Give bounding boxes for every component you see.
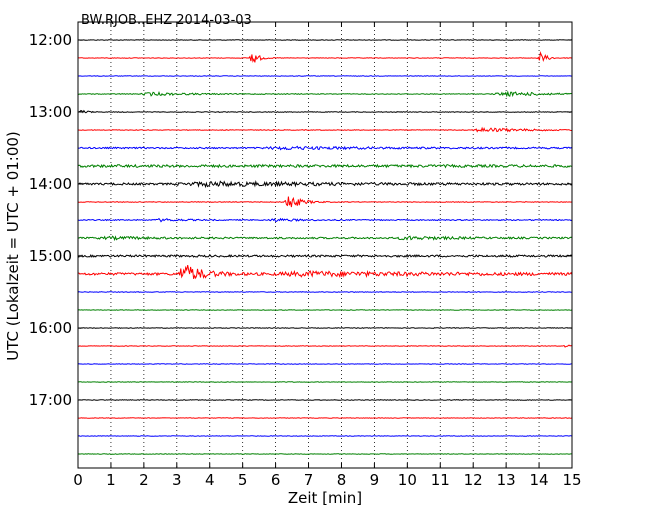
x-tick-label: 12 xyxy=(464,471,483,489)
y-tick-label: 12:00 xyxy=(29,31,72,49)
x-tick-label: 6 xyxy=(271,471,281,489)
trace-1400 xyxy=(77,179,573,189)
trace-1615 xyxy=(77,344,573,348)
trace-1300 xyxy=(77,109,573,114)
x-tick-label: 11 xyxy=(431,471,450,489)
trace-1315 xyxy=(77,126,572,133)
axis-ticks: 0 1 2 3 4 5 6 7 8 9 10 11 12 13 14 1512:0013:0014:0015:… xyxy=(29,22,582,489)
x-tick-label: 8 xyxy=(337,471,347,489)
trace-1330 xyxy=(77,145,573,151)
x-tick-label: 1 xyxy=(106,471,116,489)
x-tick-label: 14 xyxy=(530,471,549,489)
x-tick-label: 15 xyxy=(562,471,581,489)
y-tick-label: 13:00 xyxy=(29,103,72,121)
x-tick-label: 5 xyxy=(238,471,248,489)
x-tick-label: 3 xyxy=(172,471,182,489)
trace-1600 xyxy=(77,327,573,329)
trace-1245 xyxy=(77,90,573,98)
x-tick-label: 9 xyxy=(370,471,380,489)
plot-frame xyxy=(77,21,573,469)
x-axis-label: Zeit [min] xyxy=(288,489,362,507)
x-tick-label: 2 xyxy=(139,471,149,489)
y-tick-label: 17:00 xyxy=(29,391,72,409)
trace-1445 xyxy=(77,235,573,242)
trace-1430 xyxy=(77,217,573,223)
seismic-traces xyxy=(77,39,573,455)
trace-1215 xyxy=(77,51,573,63)
y-axis-label: UTC (Lokalzeit = UTC + 01:00) xyxy=(4,131,22,361)
trace-1530 xyxy=(77,291,573,293)
y-tick-label: 14:00 xyxy=(29,175,72,193)
trace-1500 xyxy=(77,254,573,258)
grid-lines xyxy=(110,22,540,468)
trace-1415 xyxy=(77,196,573,208)
x-tick-label: 13 xyxy=(497,471,516,489)
y-tick-label: 16:00 xyxy=(29,319,72,337)
trace-1700 xyxy=(78,399,573,401)
x-tick-label: 4 xyxy=(205,471,215,489)
trace-1345 xyxy=(77,163,573,169)
trace-1515 xyxy=(77,264,573,280)
x-tick-label: 7 xyxy=(304,471,314,489)
x-tick-label: 10 xyxy=(398,471,417,489)
chart-title: BW.RJOB..EHZ 2014-03-03 xyxy=(81,13,252,28)
y-tick-label: 15:00 xyxy=(29,247,72,265)
x-tick-label: 0 xyxy=(73,471,83,489)
